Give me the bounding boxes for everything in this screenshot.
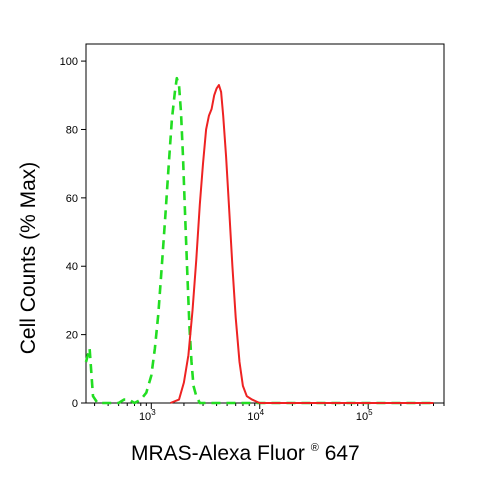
series-line-solid <box>170 84 434 404</box>
plot-frame <box>85 43 445 404</box>
y-axis-title: Cell Counts (% Max) <box>17 162 40 355</box>
x-axis-title: MRAS-Alexa Fluor ® 647 <box>131 433 360 465</box>
x-axis-title-suffix: 647 <box>325 442 360 465</box>
x-tick-label: 105 <box>356 408 373 423</box>
y-tick-label: 100 <box>60 56 78 68</box>
x-tick-label: 104 <box>247 408 264 423</box>
x-tick-base: 10 <box>139 411 151 423</box>
x-tick-label: 103 <box>139 408 156 423</box>
x-tick-exponent: 5 <box>368 408 373 417</box>
series-layer <box>84 76 434 405</box>
y-tick-label: 0 <box>72 398 78 410</box>
x-tick-base: 10 <box>356 411 368 423</box>
x-tick-base: 10 <box>247 411 259 423</box>
series-line-dashed <box>84 76 434 405</box>
x-tick-exponent: 4 <box>260 408 265 417</box>
y-tick-label: 40 <box>66 261 78 273</box>
y-tick-label: 80 <box>66 124 78 136</box>
y-axis: 0 20 40 60 80 100 <box>60 56 86 410</box>
y-tick-label: 20 <box>66 330 78 342</box>
x-axis: 103 104 105 <box>94 403 445 423</box>
x-axis-title-superscript: ® <box>311 442 319 454</box>
x-tick-exponent: 3 <box>151 408 156 417</box>
x-axis-title-main: MRAS-Alexa Fluor <box>131 442 305 465</box>
y-tick-label: 60 <box>66 193 78 205</box>
